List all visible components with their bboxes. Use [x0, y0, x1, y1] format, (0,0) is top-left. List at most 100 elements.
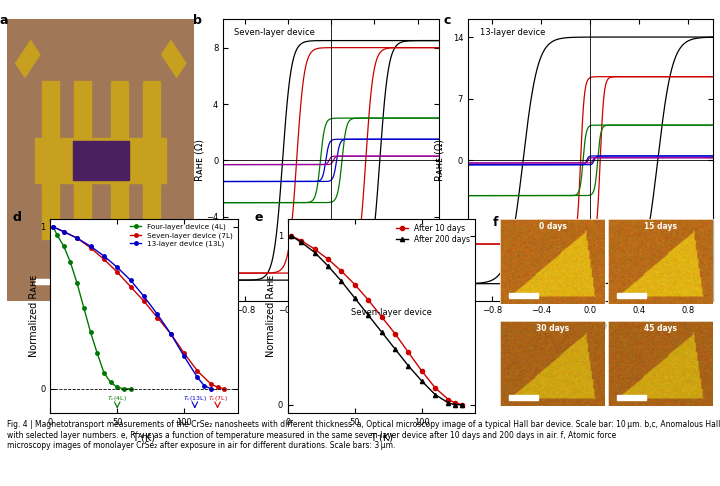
Bar [143, 82, 160, 138]
Four-layer device (4L) [53, 232, 61, 238]
After 200 days [391, 346, 400, 352]
Y-axis label: Rᴀʜᴇ (Ω): Rᴀʜᴇ (Ω) [194, 139, 204, 181]
After 10 days [364, 297, 372, 303]
Text: $T_c$(7L): $T_c$(7L) [207, 394, 228, 403]
After 200 days [431, 392, 439, 398]
After 10 days [287, 233, 295, 239]
Seven-layer device (7L) [140, 298, 148, 304]
After 200 days [418, 378, 426, 384]
Text: f: f [493, 216, 499, 229]
Line: Seven-layer device (7L): Seven-layer device (7L) [51, 225, 226, 391]
After 10 days [351, 282, 359, 288]
Text: Seven-layer device: Seven-layer device [234, 28, 315, 37]
X-axis label: T (K): T (K) [132, 433, 156, 443]
13-layer device (13L) [193, 375, 202, 381]
After 200 days [297, 240, 306, 245]
After 10 days [337, 268, 346, 274]
Text: 45 days: 45 days [644, 324, 677, 333]
After 200 days [287, 233, 295, 239]
Text: c: c [444, 14, 451, 27]
FancyArrow shape [16, 41, 40, 77]
After 10 days [457, 402, 466, 408]
Text: e: e [254, 211, 263, 224]
Four-layer device (4L) [86, 329, 95, 335]
Y-axis label: Rᴀʜᴇ (Ω): Rᴀʜᴇ (Ω) [434, 139, 444, 181]
After 10 days [391, 331, 400, 337]
13-layer device (13L) [200, 382, 209, 388]
After 10 days [444, 397, 453, 402]
Seven-layer device (7L) [113, 269, 122, 275]
After 200 days [351, 295, 359, 301]
X-axis label: μ₀H (T): μ₀H (T) [573, 321, 608, 331]
After 10 days [297, 238, 306, 243]
Four-layer device (4L) [107, 380, 115, 385]
Bar [73, 140, 129, 180]
Text: 0 days: 0 days [539, 222, 567, 231]
Y-axis label: Normalized Rᴀʜᴇ: Normalized Rᴀʜᴇ [266, 275, 276, 357]
Four-layer device (4L) [120, 386, 128, 392]
After 200 days [364, 312, 372, 318]
After 10 days [418, 368, 426, 374]
After 200 days [337, 278, 346, 284]
X-axis label: μ₀H (T): μ₀H (T) [314, 321, 348, 331]
Seven-layer device (7L) [207, 381, 215, 387]
13-layer device (13L) [153, 312, 162, 317]
Bar [617, 395, 646, 400]
Four-layer device (4L) [49, 224, 58, 230]
Text: a: a [0, 14, 8, 27]
Legend: After 10 days, After 200 days: After 10 days, After 200 days [395, 223, 472, 245]
13-layer device (13L) [126, 278, 135, 283]
Bar [35, 138, 166, 183]
Text: Seven-layer device: Seven-layer device [351, 308, 431, 316]
Four-layer device (4L) [126, 386, 135, 392]
13-layer device (13L) [113, 264, 122, 270]
Seven-layer device (7L) [99, 256, 108, 262]
After 10 days [404, 349, 413, 355]
Seven-layer device (7L) [166, 331, 175, 337]
Bar [42, 183, 59, 239]
Bar [509, 395, 538, 400]
Bar [143, 183, 160, 239]
Line: 13-layer device (13L): 13-layer device (13L) [51, 225, 212, 391]
Bar [111, 183, 128, 239]
Bar [617, 293, 646, 298]
Bar [73, 183, 91, 239]
X-axis label: T (K): T (K) [370, 433, 393, 443]
Seven-layer device (7L) [86, 245, 95, 251]
After 10 days [324, 256, 333, 262]
Bar [509, 293, 538, 298]
Four-layer device (4L) [79, 305, 88, 311]
After 200 days [324, 263, 333, 269]
13-layer device (13L) [86, 243, 95, 249]
After 200 days [377, 329, 386, 335]
13-layer device (13L) [180, 353, 189, 359]
Legend: Four-layer device (4L), Seven-layer device (7L), 13-layer device (13L): Four-layer device (4L), Seven-layer devi… [129, 222, 234, 248]
Seven-layer device (7L) [126, 284, 135, 290]
Seven-layer device (7L) [193, 368, 202, 374]
Bar [73, 82, 91, 138]
Text: $T_c$(13L): $T_c$(13L) [183, 394, 207, 403]
13-layer device (13L) [140, 294, 148, 299]
Seven-layer device (7L) [73, 235, 81, 241]
Legend: 2 K, 20 K, 80 K, 110 K, 130 K: 2 K, 20 K, 80 K, 110 K, 130 K [393, 243, 436, 297]
Text: 30 days: 30 days [536, 324, 570, 333]
Text: b: b [193, 14, 202, 27]
Seven-layer device (7L) [153, 314, 162, 320]
Y-axis label: Normalized Rᴀʜᴇ: Normalized Rᴀʜᴇ [29, 275, 39, 357]
Four-layer device (4L) [60, 243, 68, 249]
13-layer device (13L) [99, 253, 108, 259]
After 10 days [310, 246, 319, 252]
Line: After 10 days: After 10 days [289, 233, 464, 407]
Seven-layer device (7L) [180, 350, 189, 356]
Four-layer device (4L) [93, 350, 102, 356]
After 10 days [451, 400, 459, 406]
Text: 13-layer device: 13-layer device [480, 28, 546, 37]
Four-layer device (4L) [73, 280, 81, 286]
Four-layer device (4L) [66, 260, 75, 265]
Seven-layer device (7L) [49, 224, 58, 230]
Seven-layer device (7L) [220, 386, 228, 392]
After 200 days [404, 363, 413, 369]
Legend: 2 K, 30 K, 80 K, 110 K, 120 K: 2 K, 30 K, 80 K, 110 K, 120 K [667, 243, 709, 297]
Bar [42, 82, 59, 138]
After 200 days [310, 250, 319, 256]
